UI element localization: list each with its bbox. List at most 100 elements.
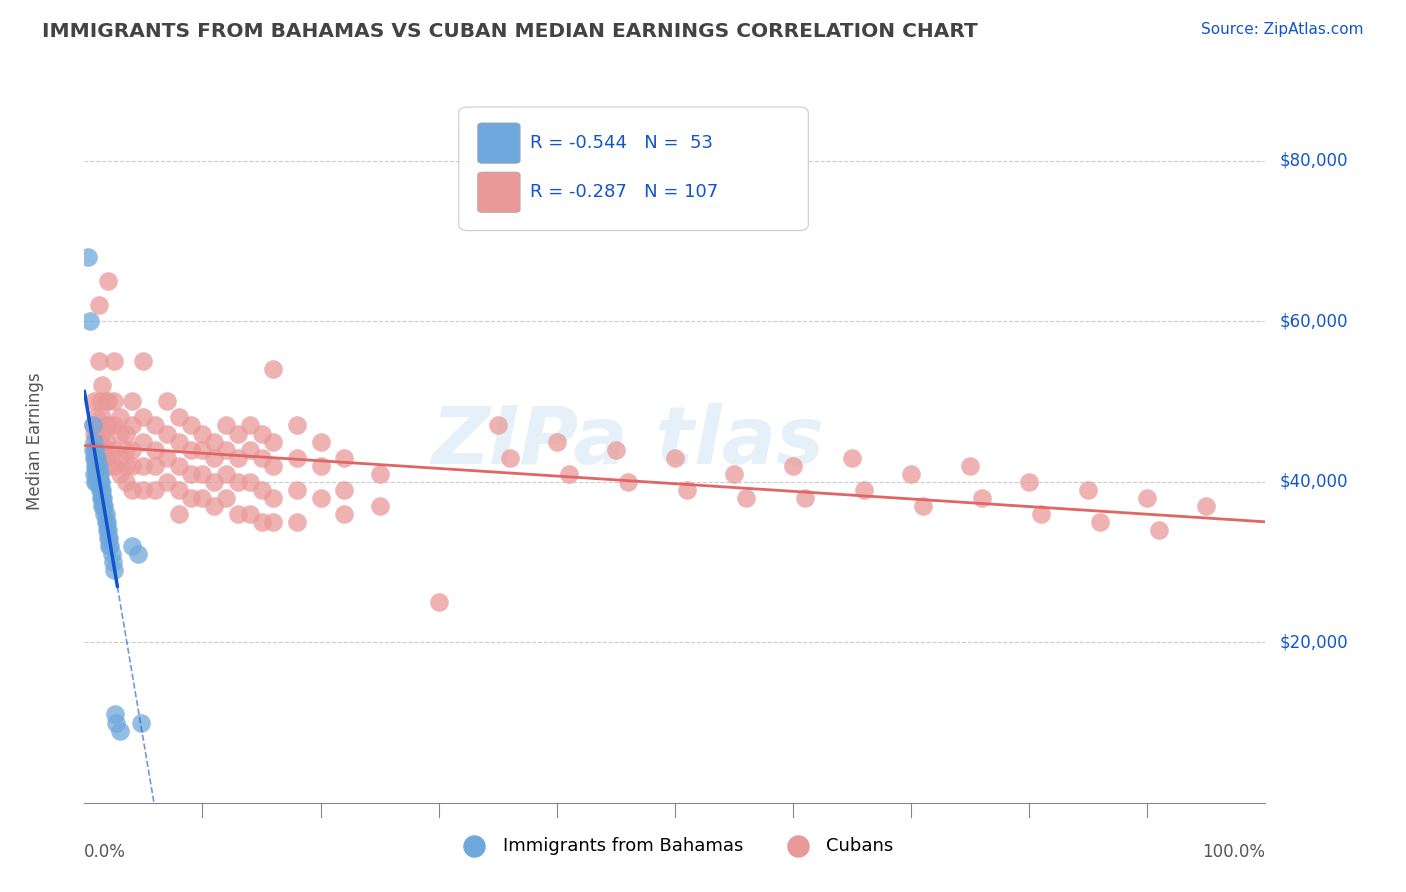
Point — [262, 434, 284, 449]
Point — [84, 442, 107, 457]
Point — [167, 483, 190, 497]
Point — [83, 467, 105, 481]
Point — [94, 394, 117, 409]
Point — [114, 426, 136, 441]
Point — [250, 483, 273, 497]
Point — [675, 483, 697, 497]
Point — [239, 475, 262, 489]
Point — [121, 418, 143, 433]
Point — [101, 555, 124, 569]
Point — [180, 467, 202, 481]
Point — [156, 475, 179, 489]
Point — [83, 434, 105, 449]
Point — [215, 491, 238, 505]
Point — [900, 467, 922, 481]
Point — [911, 499, 934, 513]
Point — [262, 491, 284, 505]
Point — [86, 467, 108, 481]
Point — [97, 274, 120, 288]
Point — [108, 426, 131, 441]
Point — [108, 467, 131, 481]
Point — [616, 475, 638, 489]
Text: $60,000: $60,000 — [1279, 312, 1348, 330]
Text: $40,000: $40,000 — [1279, 473, 1348, 491]
Point — [546, 434, 568, 449]
Point — [84, 410, 107, 425]
Point — [94, 507, 117, 521]
Point — [143, 458, 166, 473]
FancyBboxPatch shape — [478, 172, 520, 212]
Point — [96, 523, 118, 537]
Point — [97, 531, 120, 545]
Point — [84, 450, 107, 465]
Point — [664, 450, 686, 465]
Point — [309, 458, 332, 473]
Point — [121, 483, 143, 497]
Point — [89, 467, 111, 481]
Point — [180, 491, 202, 505]
Point — [167, 434, 190, 449]
Point — [121, 442, 143, 457]
Text: $80,000: $80,000 — [1279, 152, 1348, 169]
Point — [89, 475, 111, 489]
Point — [959, 458, 981, 473]
Point — [202, 475, 225, 489]
Point — [87, 354, 110, 368]
Point — [167, 458, 190, 473]
Point — [94, 450, 117, 465]
Point — [87, 458, 110, 473]
Point — [167, 410, 190, 425]
Point — [108, 450, 131, 465]
Point — [262, 362, 284, 376]
Point — [103, 442, 125, 457]
Point — [121, 458, 143, 473]
Point — [156, 426, 179, 441]
Point — [309, 434, 332, 449]
Point — [132, 354, 155, 368]
Point — [98, 531, 121, 545]
Point — [91, 426, 114, 441]
Point — [841, 450, 863, 465]
Text: 0.0%: 0.0% — [84, 843, 127, 861]
Point — [91, 378, 114, 392]
Point — [250, 515, 273, 529]
Point — [93, 499, 115, 513]
Point — [132, 483, 155, 497]
Point — [79, 314, 101, 328]
Point — [114, 475, 136, 489]
Point — [108, 723, 131, 738]
Point — [180, 418, 202, 433]
Text: R = -0.544   N =  53: R = -0.544 N = 53 — [530, 134, 713, 153]
Point — [84, 442, 107, 457]
Point — [226, 475, 249, 489]
Point — [557, 467, 579, 481]
FancyBboxPatch shape — [478, 123, 520, 163]
Point — [167, 507, 190, 521]
Point — [84, 458, 107, 473]
Point — [734, 491, 756, 505]
Point — [309, 491, 332, 505]
Text: $20,000: $20,000 — [1279, 633, 1348, 651]
Point — [250, 450, 273, 465]
Point — [84, 475, 107, 489]
Point — [84, 442, 107, 457]
Point — [84, 458, 107, 473]
Point — [1136, 491, 1159, 505]
Point — [103, 458, 125, 473]
Point — [89, 483, 111, 497]
Point — [132, 458, 155, 473]
Point — [143, 442, 166, 457]
Point — [202, 434, 225, 449]
Point — [93, 507, 115, 521]
Point — [127, 547, 149, 561]
Point — [191, 426, 214, 441]
Point — [156, 394, 179, 409]
Point — [226, 507, 249, 521]
Point — [143, 418, 166, 433]
Point — [368, 467, 391, 481]
Point — [782, 458, 804, 473]
Point — [114, 458, 136, 473]
Point — [84, 467, 107, 481]
Point — [285, 450, 308, 465]
Point — [97, 523, 120, 537]
